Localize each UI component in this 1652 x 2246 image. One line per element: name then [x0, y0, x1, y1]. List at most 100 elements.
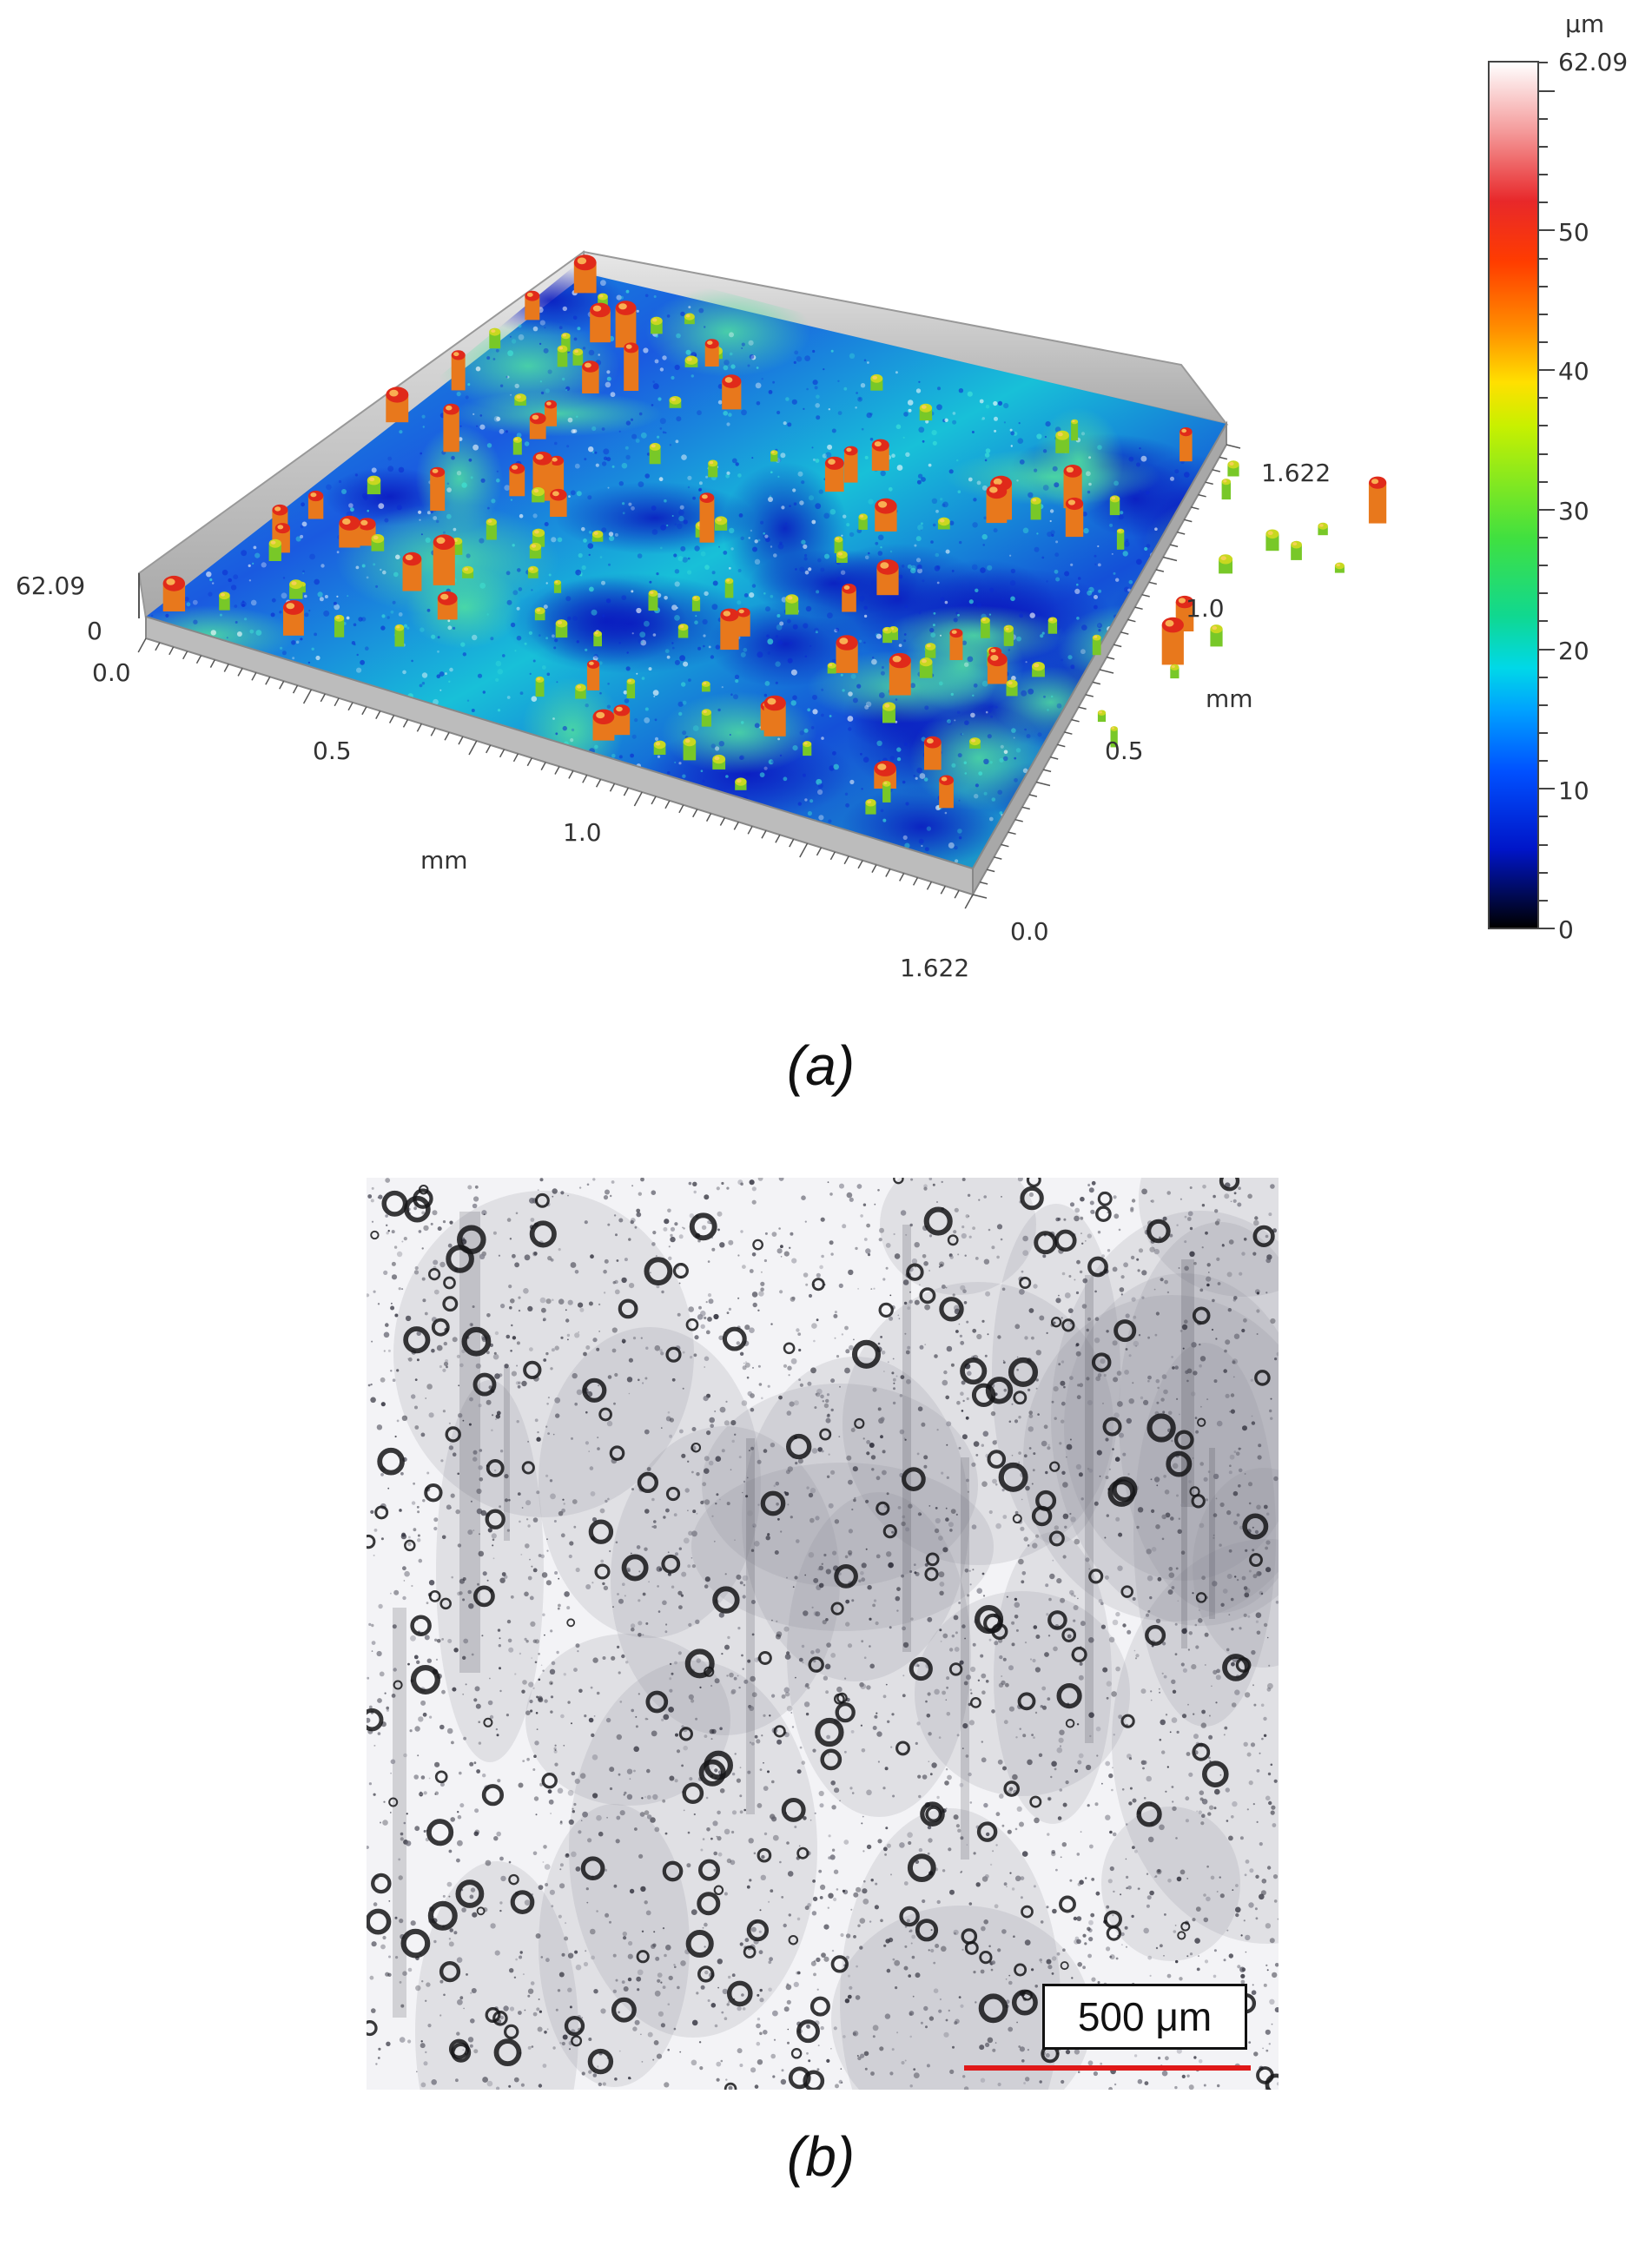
x-tick-1: 0.5 — [313, 737, 352, 765]
colorbar-tick-mark — [1539, 536, 1548, 538]
surface-peak — [882, 702, 895, 723]
x-tick-2: 1.0 — [563, 818, 602, 847]
surface-peak — [683, 737, 697, 761]
surface-peak — [591, 530, 604, 542]
surface-peak — [1265, 529, 1279, 552]
colorbar-tick-mark — [1539, 788, 1555, 790]
surface-peak — [969, 737, 981, 749]
surface-peak — [876, 559, 899, 596]
colorbar-tick-mark — [1539, 508, 1555, 511]
surface-peak — [1210, 624, 1223, 647]
colorbar-tick-mark — [1539, 257, 1548, 260]
surface-peak — [462, 565, 474, 578]
surface-peak — [512, 436, 522, 455]
surface-peak — [1180, 427, 1193, 462]
surface-peak — [582, 360, 599, 393]
surface-peak — [283, 600, 304, 636]
surface-peak — [737, 607, 750, 637]
surface-peak — [289, 579, 303, 599]
surface-peak — [615, 301, 637, 348]
colorbar-tick-mark — [1539, 592, 1548, 595]
surface-peak — [949, 628, 963, 660]
colorbar-tick-mark — [1539, 620, 1548, 623]
surface-peak — [553, 579, 562, 593]
surface-peak — [691, 595, 701, 611]
z-axis-min-label: 0 — [87, 617, 102, 645]
surface-peak — [939, 775, 954, 809]
surface-peak — [803, 741, 812, 756]
surface-peak — [875, 498, 897, 532]
surface-peak — [684, 313, 695, 325]
surface-peak — [708, 459, 718, 478]
surface-peak — [836, 635, 858, 673]
surface-peak — [785, 594, 799, 615]
surface-peak — [889, 652, 911, 696]
surface-peak — [842, 584, 856, 612]
surface-peak — [545, 400, 557, 426]
z-axis-max-label: 62.09 — [16, 571, 85, 600]
colorbar-tick-mark — [1539, 648, 1555, 651]
surface-peak — [704, 339, 719, 367]
colorbar-tick-mark — [1539, 704, 1548, 706]
surface-peak — [592, 709, 615, 741]
x-tick-3: 1.622 — [900, 954, 969, 982]
surface-peak — [575, 684, 586, 699]
surface-peak — [624, 342, 639, 391]
surface-peak — [561, 333, 571, 352]
x-tick-0: 0.0 — [92, 658, 131, 687]
caption-b: (b) — [786, 2125, 856, 2188]
surface-peak — [1318, 522, 1328, 536]
surface-peak — [1116, 528, 1125, 550]
x-axis-ticks — [137, 637, 974, 909]
surface-peak — [514, 393, 526, 406]
surface-peak — [648, 590, 658, 611]
surface-peak — [525, 290, 540, 320]
surface-peak — [598, 293, 608, 307]
colorbar-tick-mark — [1539, 676, 1548, 678]
surface-peak — [1032, 662, 1045, 677]
colorbar-max-label: 62.09 — [1558, 48, 1629, 76]
colorbar-tick-mark — [1539, 313, 1548, 315]
colorbar-tick-mark — [1539, 816, 1548, 818]
surface-peak — [1291, 540, 1302, 560]
y-tick-2: 1.0 — [1186, 594, 1225, 623]
surface-peak — [1110, 726, 1118, 748]
surface-peak — [870, 373, 883, 391]
surface-peak — [555, 619, 568, 638]
surface-peak — [509, 463, 525, 497]
surface-peak — [669, 396, 682, 408]
surface-peak — [882, 781, 891, 803]
colorbar-tick-mark — [1539, 565, 1548, 567]
surface-peak — [836, 551, 848, 563]
colorbar — [1488, 61, 1539, 929]
surface-peak — [1109, 495, 1120, 516]
surface-peak — [986, 484, 1008, 524]
surface-peak — [162, 575, 186, 611]
surface-peak — [981, 617, 990, 638]
surface-peak — [1227, 460, 1239, 477]
surface-peak — [489, 327, 501, 349]
surface-peak — [394, 624, 405, 647]
surface-peak — [532, 487, 545, 503]
surface-peak — [371, 534, 385, 552]
surface-peak — [1071, 419, 1079, 441]
surface-peak — [684, 355, 698, 367]
surface-peak — [1092, 634, 1101, 656]
surface-peak — [925, 643, 936, 658]
surface-peak — [572, 348, 584, 366]
surface-peak — [834, 536, 843, 553]
colorbar-unit: μm — [1565, 10, 1605, 38]
colorbar-tick-mark — [1539, 145, 1548, 148]
y-tick-1: 0.5 — [1105, 737, 1144, 765]
optical-micrograph: 500 μm — [367, 1178, 1279, 2090]
surface-peak — [550, 488, 567, 517]
colorbar-tick-mark — [1539, 117, 1548, 120]
surface-peak — [919, 657, 933, 678]
surface-peak — [443, 403, 459, 453]
colorbar-tick-mark — [1539, 871, 1548, 874]
surface-peak — [1219, 554, 1233, 574]
y-axis-unit: mm — [1206, 684, 1253, 713]
colorbar-tick-mark — [1539, 732, 1548, 734]
surface-peak — [677, 624, 689, 638]
surface-peak — [1221, 479, 1232, 500]
